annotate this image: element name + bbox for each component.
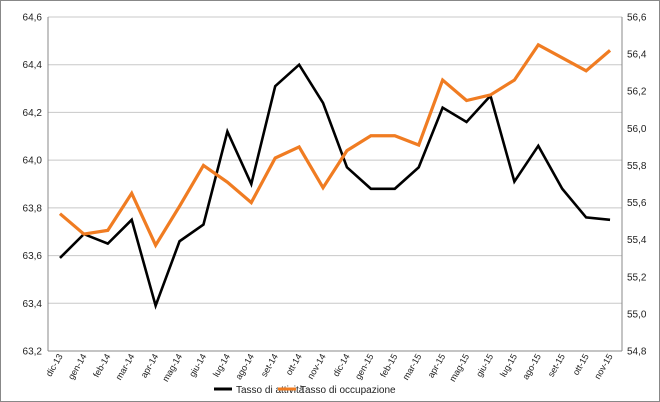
- gridlines: [48, 16, 622, 352]
- x-tick-label: lug-14: [211, 352, 232, 379]
- y-right-tick-label: 55,2: [627, 272, 647, 283]
- y-left-tick-label: 63,6: [23, 251, 43, 262]
- y-right-tick-label: 54,8: [627, 347, 647, 358]
- y-left-tick-label: 63,8: [23, 203, 43, 214]
- legend-label-tasso-di-attivita: Tasso di attività: [236, 385, 305, 396]
- y-right-tick-label: 56,2: [627, 87, 647, 98]
- x-tick-label: dic-14: [331, 352, 352, 378]
- legend-label-tasso-di-occupazione: Tasso di occupazione: [300, 385, 396, 396]
- x-tick-label: apr-14: [139, 352, 161, 380]
- series-line-tasso-di-occupazione: [58, 42, 612, 249]
- y-right-tick-label: 56,4: [627, 50, 647, 61]
- x-tick-label: ago-14: [233, 352, 256, 381]
- x-tick-label: giu-15: [474, 352, 495, 379]
- left-axis: 63,2 63,4 63,6 63,8 64,0 64,2 64,4 64,6: [23, 13, 49, 358]
- y-left-tick-label: 63,4: [23, 299, 43, 310]
- x-tick-label: lug-15: [498, 352, 519, 379]
- legend: Tasso di attività Tasso di occupazione: [214, 385, 396, 396]
- x-tick-label: apr-15: [426, 352, 448, 380]
- x-tick-label: gen-14: [66, 352, 89, 381]
- y-right-tick-label: 56,6: [627, 13, 647, 24]
- y-left-tick-label: 63,2: [23, 347, 43, 358]
- right-axis: 54,8 55,0 55,2 55,4 55,6 55,8 56,0 56,2 56,4 56,6: [621, 13, 647, 358]
- x-tick-label: mag-14: [160, 352, 184, 383]
- x-tick-label: nov-15: [592, 352, 614, 381]
- y-right-tick-label: 56,0: [627, 124, 647, 135]
- x-tick-label: ott-15: [571, 352, 591, 377]
- y-left-tick-label: 64,6: [23, 13, 43, 24]
- x-tick-label: mag-15: [447, 352, 471, 383]
- x-tick-label: giu-14: [187, 352, 208, 379]
- y-left-tick-label: 64,2: [23, 108, 43, 119]
- x-tick-label: feb-15: [378, 352, 399, 379]
- x-tick-label: set-14: [259, 352, 280, 379]
- x-tick-label: gen-15: [353, 352, 376, 381]
- y-right-tick-label: 55,4: [627, 235, 647, 246]
- x-tick-label: nov-14: [305, 352, 327, 381]
- x-tick-label: dic-13: [44, 352, 65, 378]
- x-tick-label: set-15: [546, 352, 567, 379]
- series-lines: [58, 42, 612, 310]
- x-tick-label: mar-14: [114, 352, 137, 382]
- y-left-tick-label: 64,0: [23, 156, 43, 167]
- y-right-tick-label: 55,6: [627, 198, 647, 209]
- x-tick-label: ago-15: [520, 352, 543, 381]
- y-left-tick-label: 64,4: [23, 60, 43, 71]
- y-right-tick-label: 55,0: [627, 309, 647, 320]
- x-tick-label: mar-15: [401, 352, 424, 382]
- x-axis: dic-13 gen-14 feb-14 mar-14 apr-14 mag-14 giu-…: [44, 350, 622, 383]
- x-tick-label: feb-14: [91, 352, 112, 379]
- x-tick-label: ott-14: [284, 352, 304, 377]
- series-line-tasso-di-attivita: [59, 62, 611, 310]
- y-right-tick-label: 55,8: [627, 161, 647, 172]
